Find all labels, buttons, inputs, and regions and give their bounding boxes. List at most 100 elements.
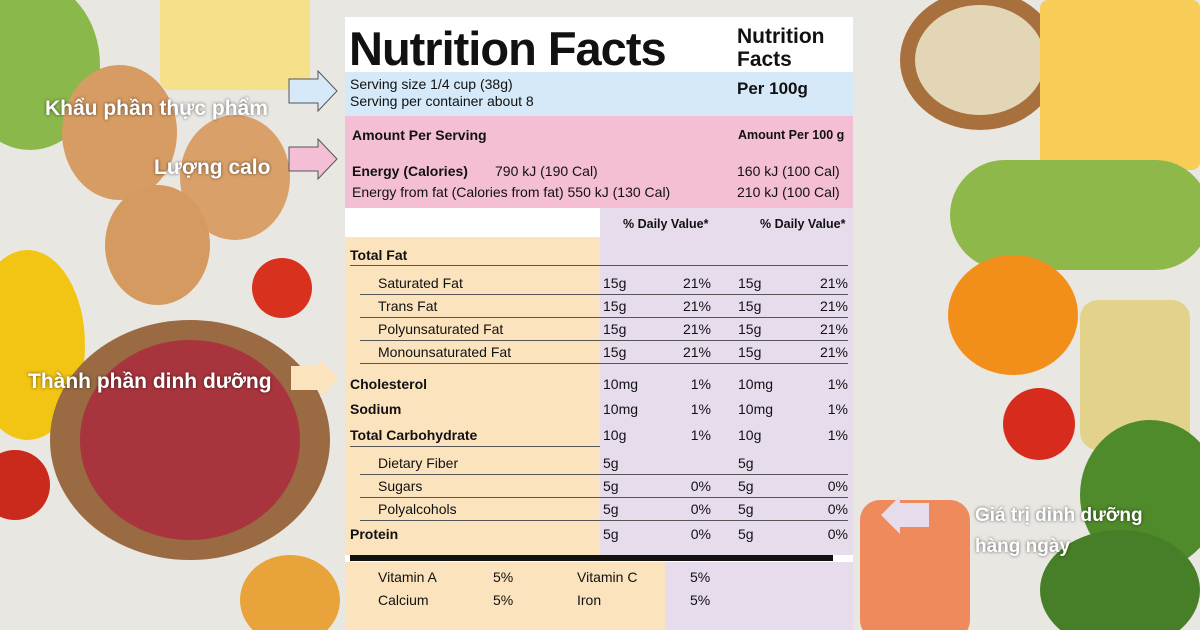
nutrient-row: Monounsaturated Fat 15g 21% 15g 21% xyxy=(345,344,853,366)
amount-per-100g: Amount Per 100 g xyxy=(738,128,845,142)
daily-value-serving: 21% xyxy=(682,321,711,337)
oats-decoration xyxy=(915,5,1045,115)
nutrient-row: Sodium 10mg 1% 10mg 1% xyxy=(345,401,853,423)
divider xyxy=(360,497,848,498)
energy-label: Energy (Calories) xyxy=(352,163,468,179)
amount-serving: 10mg xyxy=(603,401,639,417)
egg-decoration xyxy=(62,65,177,200)
daily-value-serving: 0% xyxy=(690,526,711,542)
nutrient-row: Protein 5g 0% 5g 0% xyxy=(345,526,853,548)
amount-100g: 10g xyxy=(738,427,762,443)
tomato-decoration xyxy=(252,258,312,318)
amount-serving: 10g xyxy=(603,427,627,443)
amount-serving: 10mg xyxy=(603,376,639,392)
daily-value-100g: 1% xyxy=(827,427,848,443)
amount-100g: 15g xyxy=(738,344,762,360)
nutrient-name: Dietary Fiber xyxy=(378,455,459,471)
thick-divider xyxy=(350,555,833,561)
iron-label: Iron xyxy=(577,592,602,608)
daily-value-serving: 1% xyxy=(690,427,711,443)
broccoli-decoration xyxy=(1040,530,1200,630)
calories-section xyxy=(345,116,853,208)
amount-100g: 10mg xyxy=(738,376,774,392)
amount-serving: 15g xyxy=(603,344,627,360)
vitamins-section xyxy=(345,562,665,630)
nutrition-facts-panel: Nutrition Facts Nutrition Facts Serving … xyxy=(345,17,853,630)
per-100g-header: Per 100g xyxy=(737,79,808,98)
nutrient-names-column xyxy=(345,237,600,555)
vitamin-a-label: Vitamin A xyxy=(378,569,437,585)
daily-value-serving: 21% xyxy=(682,344,711,360)
nutrients-label: Thành phần dinh dưỡng xyxy=(28,370,272,393)
amount-100g: 10mg xyxy=(738,401,774,417)
amount-100g: 5g xyxy=(738,501,754,517)
arrow-right-icon xyxy=(288,138,338,180)
divider xyxy=(360,340,848,341)
daily-value-100g: 21% xyxy=(819,275,848,291)
daily-value-100g: 1% xyxy=(827,376,848,392)
servings-per-container: Serving per container about 8 xyxy=(350,93,534,109)
serving-size: Serving size 1/4 cup (38g) xyxy=(350,76,513,92)
amount-serving: 15g xyxy=(603,275,627,291)
divider xyxy=(350,265,848,266)
serving-label: Khẩu phần thực phẩm xyxy=(45,97,268,120)
divider xyxy=(360,317,848,318)
nutrient-row: Polyalcohols 5g 0% 5g 0% xyxy=(345,501,853,523)
divider xyxy=(360,474,848,475)
arrow-left-icon xyxy=(881,496,929,534)
butter-decoration xyxy=(160,0,310,90)
vitamin-c-label: Vitamin C xyxy=(577,569,638,585)
amount-100g: 15g xyxy=(738,275,762,291)
meat-decoration xyxy=(80,340,300,540)
vitamin-c-value: 5% xyxy=(690,569,711,585)
calcium-value: 5% xyxy=(493,592,514,608)
amount-serving: 5g xyxy=(603,478,619,494)
amount-serving: 15g xyxy=(603,298,627,314)
total-fat-label: Total Fat xyxy=(350,247,408,263)
energy-fat-label: Energy from fat (Calories from fat) 550 … xyxy=(352,184,671,200)
nutrient-name: Saturated Fat xyxy=(378,275,463,291)
nutrient-row: Polyunsaturated Fat 15g 21% 15g 21% xyxy=(345,321,853,343)
daily-value-serving: 1% xyxy=(690,401,711,417)
amount-per-serving: Amount Per Serving xyxy=(352,127,487,143)
vitamin-a-value: 5% xyxy=(493,569,514,585)
energy-100g: 160 kJ (100 Cal) xyxy=(737,163,840,179)
divider xyxy=(360,363,848,364)
nutrient-row: Trans Fat 15g 21% 15g 21% xyxy=(345,298,853,320)
iron-value: 5% xyxy=(690,592,711,608)
nutrient-name: Monounsaturated Fat xyxy=(378,344,512,360)
nutrient-name: Protein xyxy=(350,526,399,542)
amount-serving: 5g xyxy=(603,501,619,517)
daily-value-serving: 21% xyxy=(682,298,711,314)
vitamins-section-values xyxy=(665,562,853,630)
daily-value-100g: 0% xyxy=(827,478,848,494)
amount-serving: 5g xyxy=(603,526,619,542)
panel-title-small: Nutrition Facts xyxy=(737,25,825,71)
nutrient-name: Sugars xyxy=(378,478,423,494)
cheese-decoration xyxy=(1040,0,1200,170)
arrow-right-icon xyxy=(291,359,339,397)
nutrient-row: Cholesterol 10mg 1% 10mg 1% xyxy=(345,376,853,398)
divider xyxy=(360,520,848,521)
calcium-label: Calcium xyxy=(378,592,429,608)
nutrient-row: Dietary Fiber 5g 5g xyxy=(345,455,853,477)
panel-title: Nutrition Facts xyxy=(349,22,667,75)
nutrient-name: Cholesterol xyxy=(350,376,428,392)
nutrient-row: Sugars 5g 0% 5g 0% xyxy=(345,478,853,500)
tomato-decoration xyxy=(1003,388,1075,460)
daily-value-100g: 21% xyxy=(819,344,848,360)
nutrient-name: Polyalcohols xyxy=(378,501,457,517)
nutrient-row: Saturated Fat 15g 21% 15g 21% xyxy=(345,275,853,297)
serving-section xyxy=(345,72,853,116)
tomato-decoration xyxy=(0,450,50,520)
nutrient-name: Total Carbohydrate xyxy=(350,427,478,443)
nutrient-name: Sodium xyxy=(350,401,402,417)
amount-100g: 15g xyxy=(738,321,762,337)
energy-serving: 790 kJ (190 Cal) xyxy=(495,163,598,179)
daily-value-serving: 0% xyxy=(690,501,711,517)
daily-value-label-line1: Giá trị dinh dưỡng xyxy=(975,505,1143,526)
pear-decoration xyxy=(240,555,340,630)
amount-100g: 5g xyxy=(738,455,754,471)
daily-value-serving: 1% xyxy=(690,376,711,392)
daily-value-100g: 21% xyxy=(819,321,848,337)
